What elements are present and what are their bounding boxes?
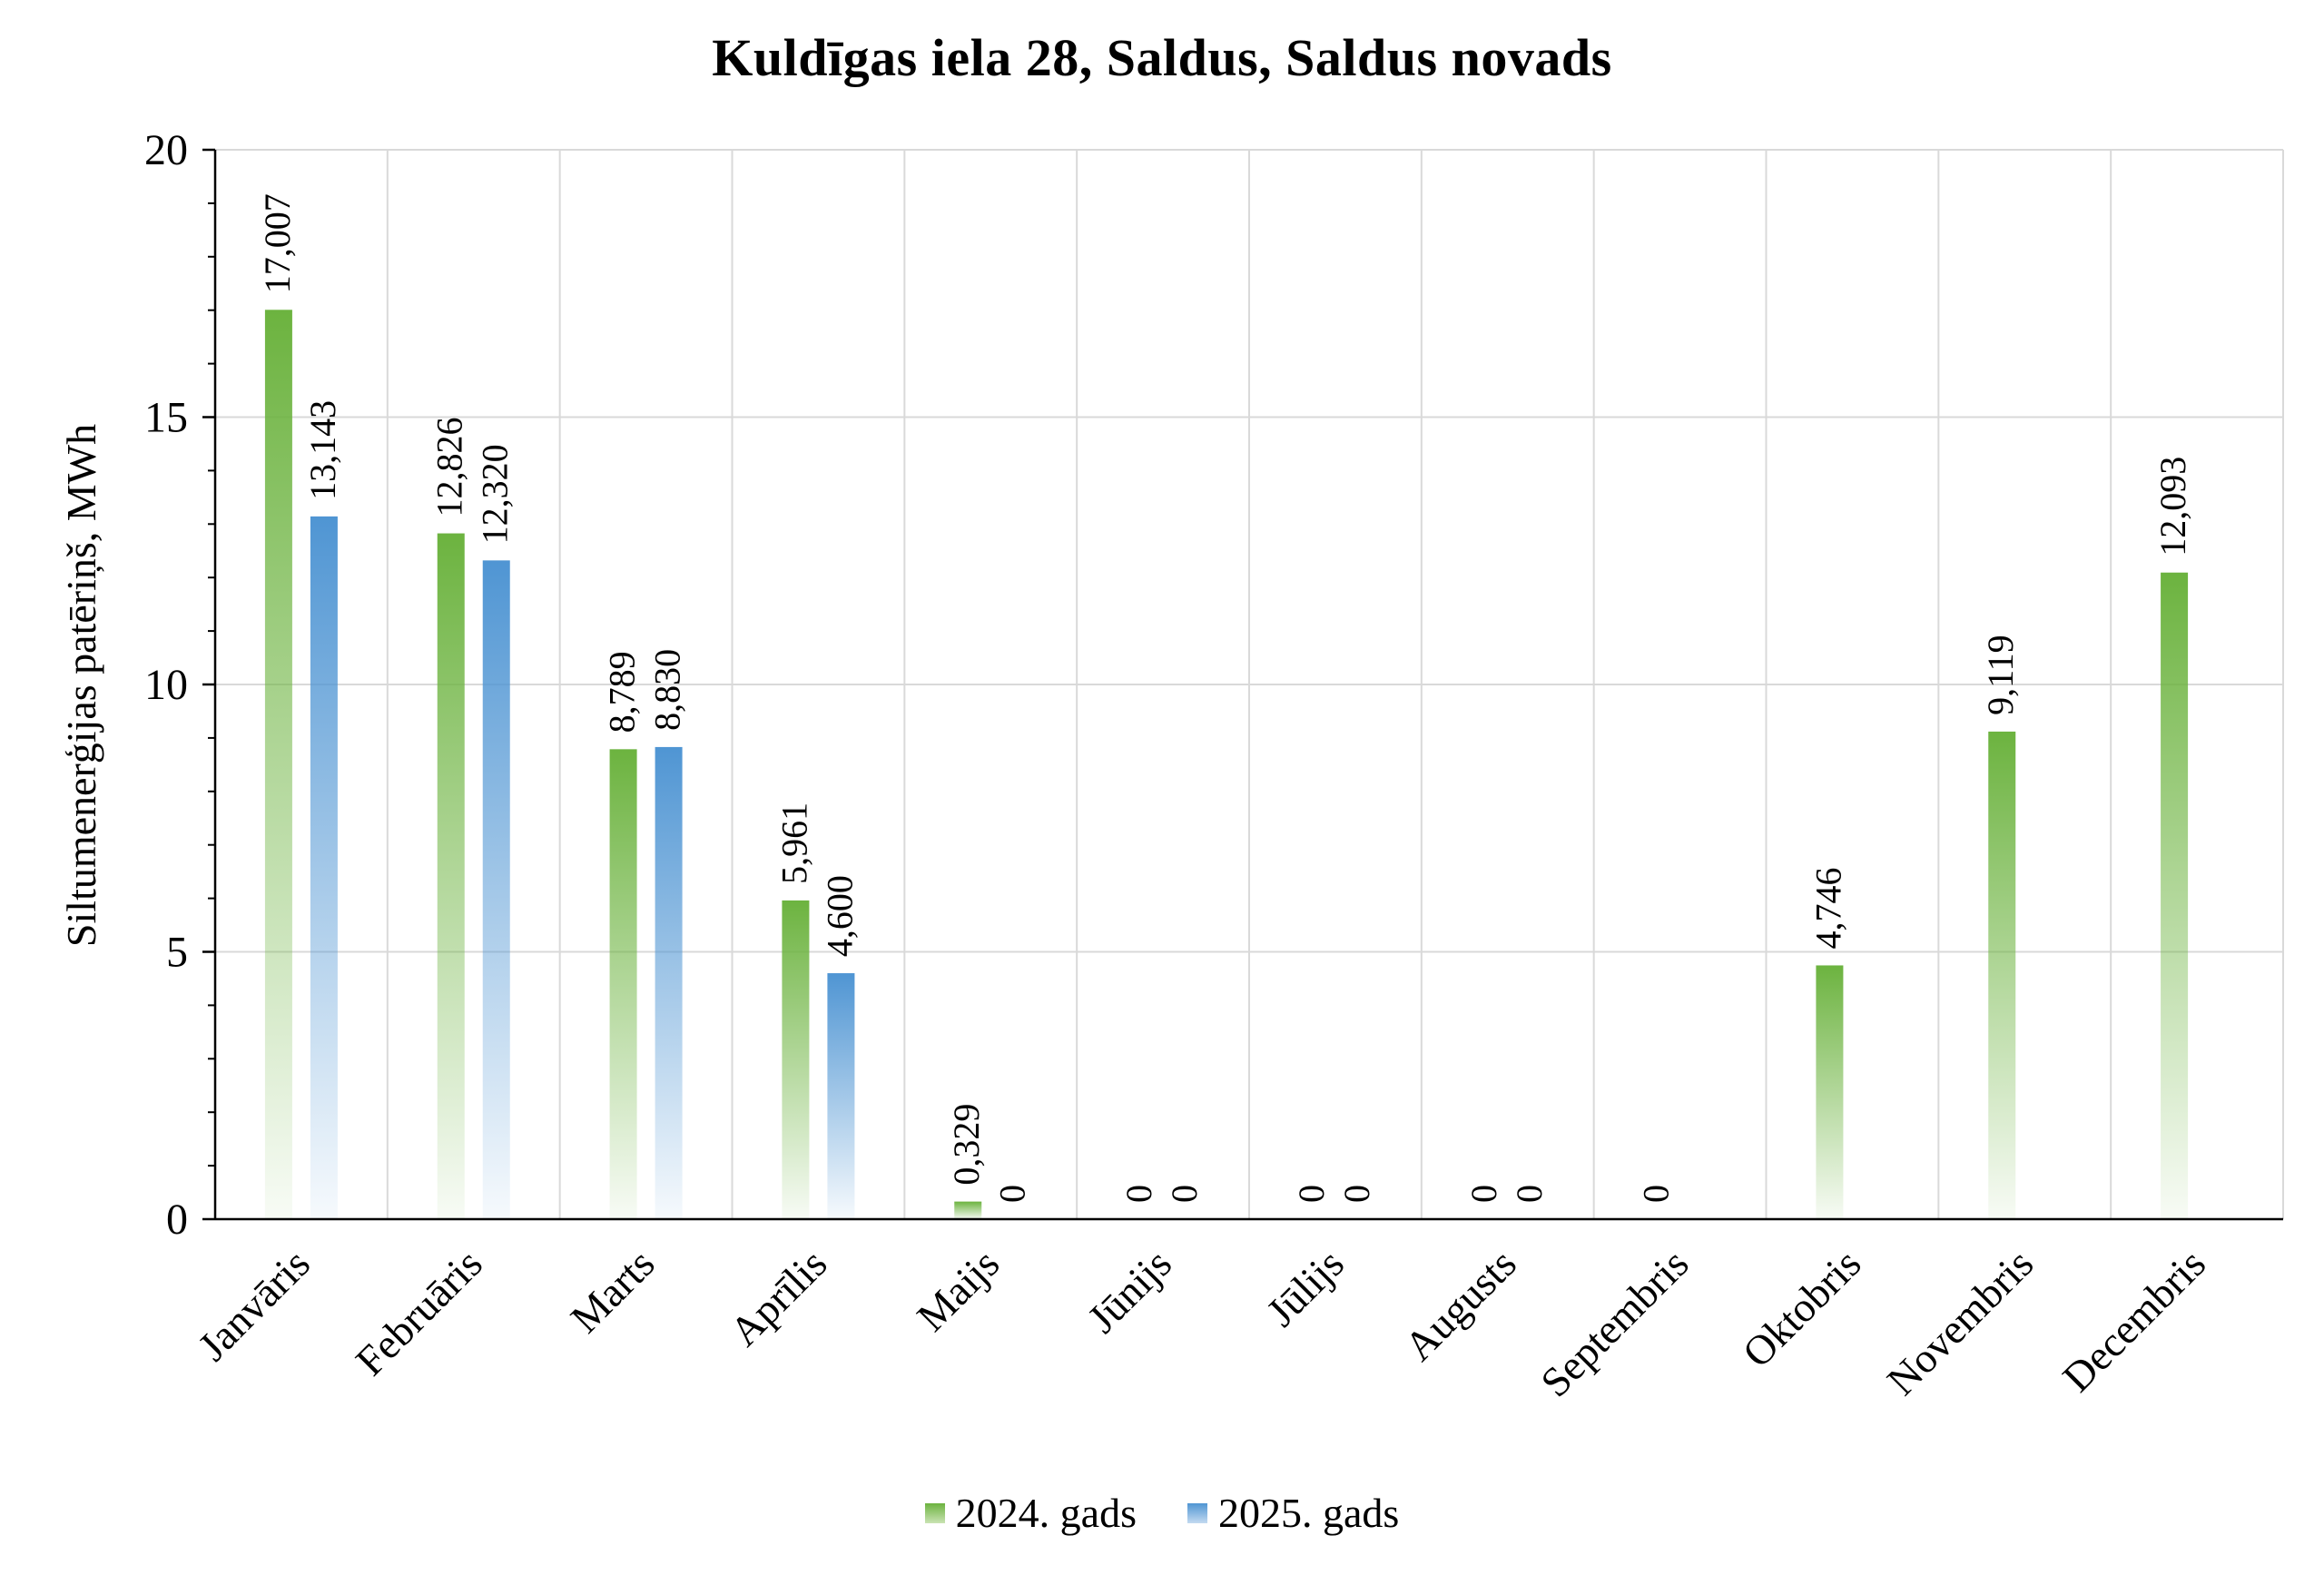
data-label: 8,789 xyxy=(602,651,643,733)
data-label: 0,329 xyxy=(946,1104,987,1186)
x-tick-label: Augusts xyxy=(1395,1240,1525,1370)
data-label: 0 xyxy=(1336,1185,1377,1203)
x-tick-label: Maijs xyxy=(908,1240,1008,1340)
data-label: 4,746 xyxy=(1807,867,1848,949)
data-label: 12,320 xyxy=(475,444,516,544)
data-label: 4,600 xyxy=(819,875,860,957)
axes: 0 5 10 15 20 Janvāris Februāris Marts Aprīlis Mai… xyxy=(144,126,2283,1405)
x-tick-label: Aprīlis xyxy=(721,1240,835,1354)
x-tick-label: Novembris xyxy=(1878,1240,2043,1404)
data-label: 0 xyxy=(991,1185,1032,1203)
data-label: 0 xyxy=(1164,1185,1205,1203)
x-tick-label: Marts xyxy=(562,1240,664,1342)
x-tick-label: Janvāris xyxy=(189,1240,319,1370)
x-tick-label: Septembris xyxy=(1531,1240,1697,1405)
data-label: 0 xyxy=(1118,1185,1159,1203)
y-tick-label: 10 xyxy=(144,661,188,709)
legend-label-2025: 2025. gads xyxy=(1218,1490,1400,1536)
legend-swatch-2025 xyxy=(1187,1502,1207,1523)
data-label: 9,119 xyxy=(1980,635,2021,715)
data-label: 17,007 xyxy=(257,193,298,293)
y-tick-label: 0 xyxy=(166,1196,188,1244)
bar xyxy=(609,749,637,1219)
data-label: 13,143 xyxy=(302,400,343,500)
bar xyxy=(1988,731,2016,1219)
data-label: 0 xyxy=(1291,1185,1332,1203)
y-tick-label: 5 xyxy=(166,929,188,977)
data-label: 0 xyxy=(1636,1185,1677,1203)
gridlines xyxy=(215,149,2284,1219)
data-label: 0 xyxy=(1463,1185,1504,1203)
data-label: 12,826 xyxy=(429,418,470,517)
bar xyxy=(482,560,510,1219)
bar xyxy=(310,516,338,1219)
chart-title: Kuldīgas iela 28, Saldus, Saldus novads xyxy=(712,28,1612,87)
legend: 2024. gads 2025. gads xyxy=(0,1489,2324,1537)
x-tick-label: Decembris xyxy=(2053,1240,2214,1401)
x-tick-label: Jūnijs xyxy=(1078,1240,1180,1342)
data-label: 0 xyxy=(1509,1185,1550,1203)
y-axis-title: Siltumenerģijas patēriņš, MWh xyxy=(58,424,104,947)
data-label: 12,093 xyxy=(2152,457,2193,556)
bar xyxy=(2161,572,2189,1219)
legend-item-2025: 2025. gads xyxy=(1187,1489,1399,1537)
legend-label-2024: 2024. gads xyxy=(955,1490,1137,1536)
y-tick-label: 15 xyxy=(144,394,188,442)
data-label: 8,830 xyxy=(647,649,688,731)
data-label: 5,961 xyxy=(773,802,814,884)
legend-swatch-2024 xyxy=(924,1502,945,1523)
bar xyxy=(827,973,855,1219)
y-tick-label: 20 xyxy=(144,126,188,174)
x-tick-label: Jūlijs xyxy=(1257,1240,1353,1335)
bar xyxy=(655,746,683,1219)
bar xyxy=(782,900,810,1219)
bars xyxy=(264,310,2189,1219)
bar xyxy=(264,310,292,1219)
legend-item-2024: 2024. gads xyxy=(924,1489,1137,1537)
bar xyxy=(954,1201,982,1219)
x-tick-label: Oktobris xyxy=(1734,1240,1870,1376)
bar xyxy=(437,533,465,1219)
bar xyxy=(1816,965,1844,1219)
x-tick-label: Februāris xyxy=(347,1240,491,1384)
